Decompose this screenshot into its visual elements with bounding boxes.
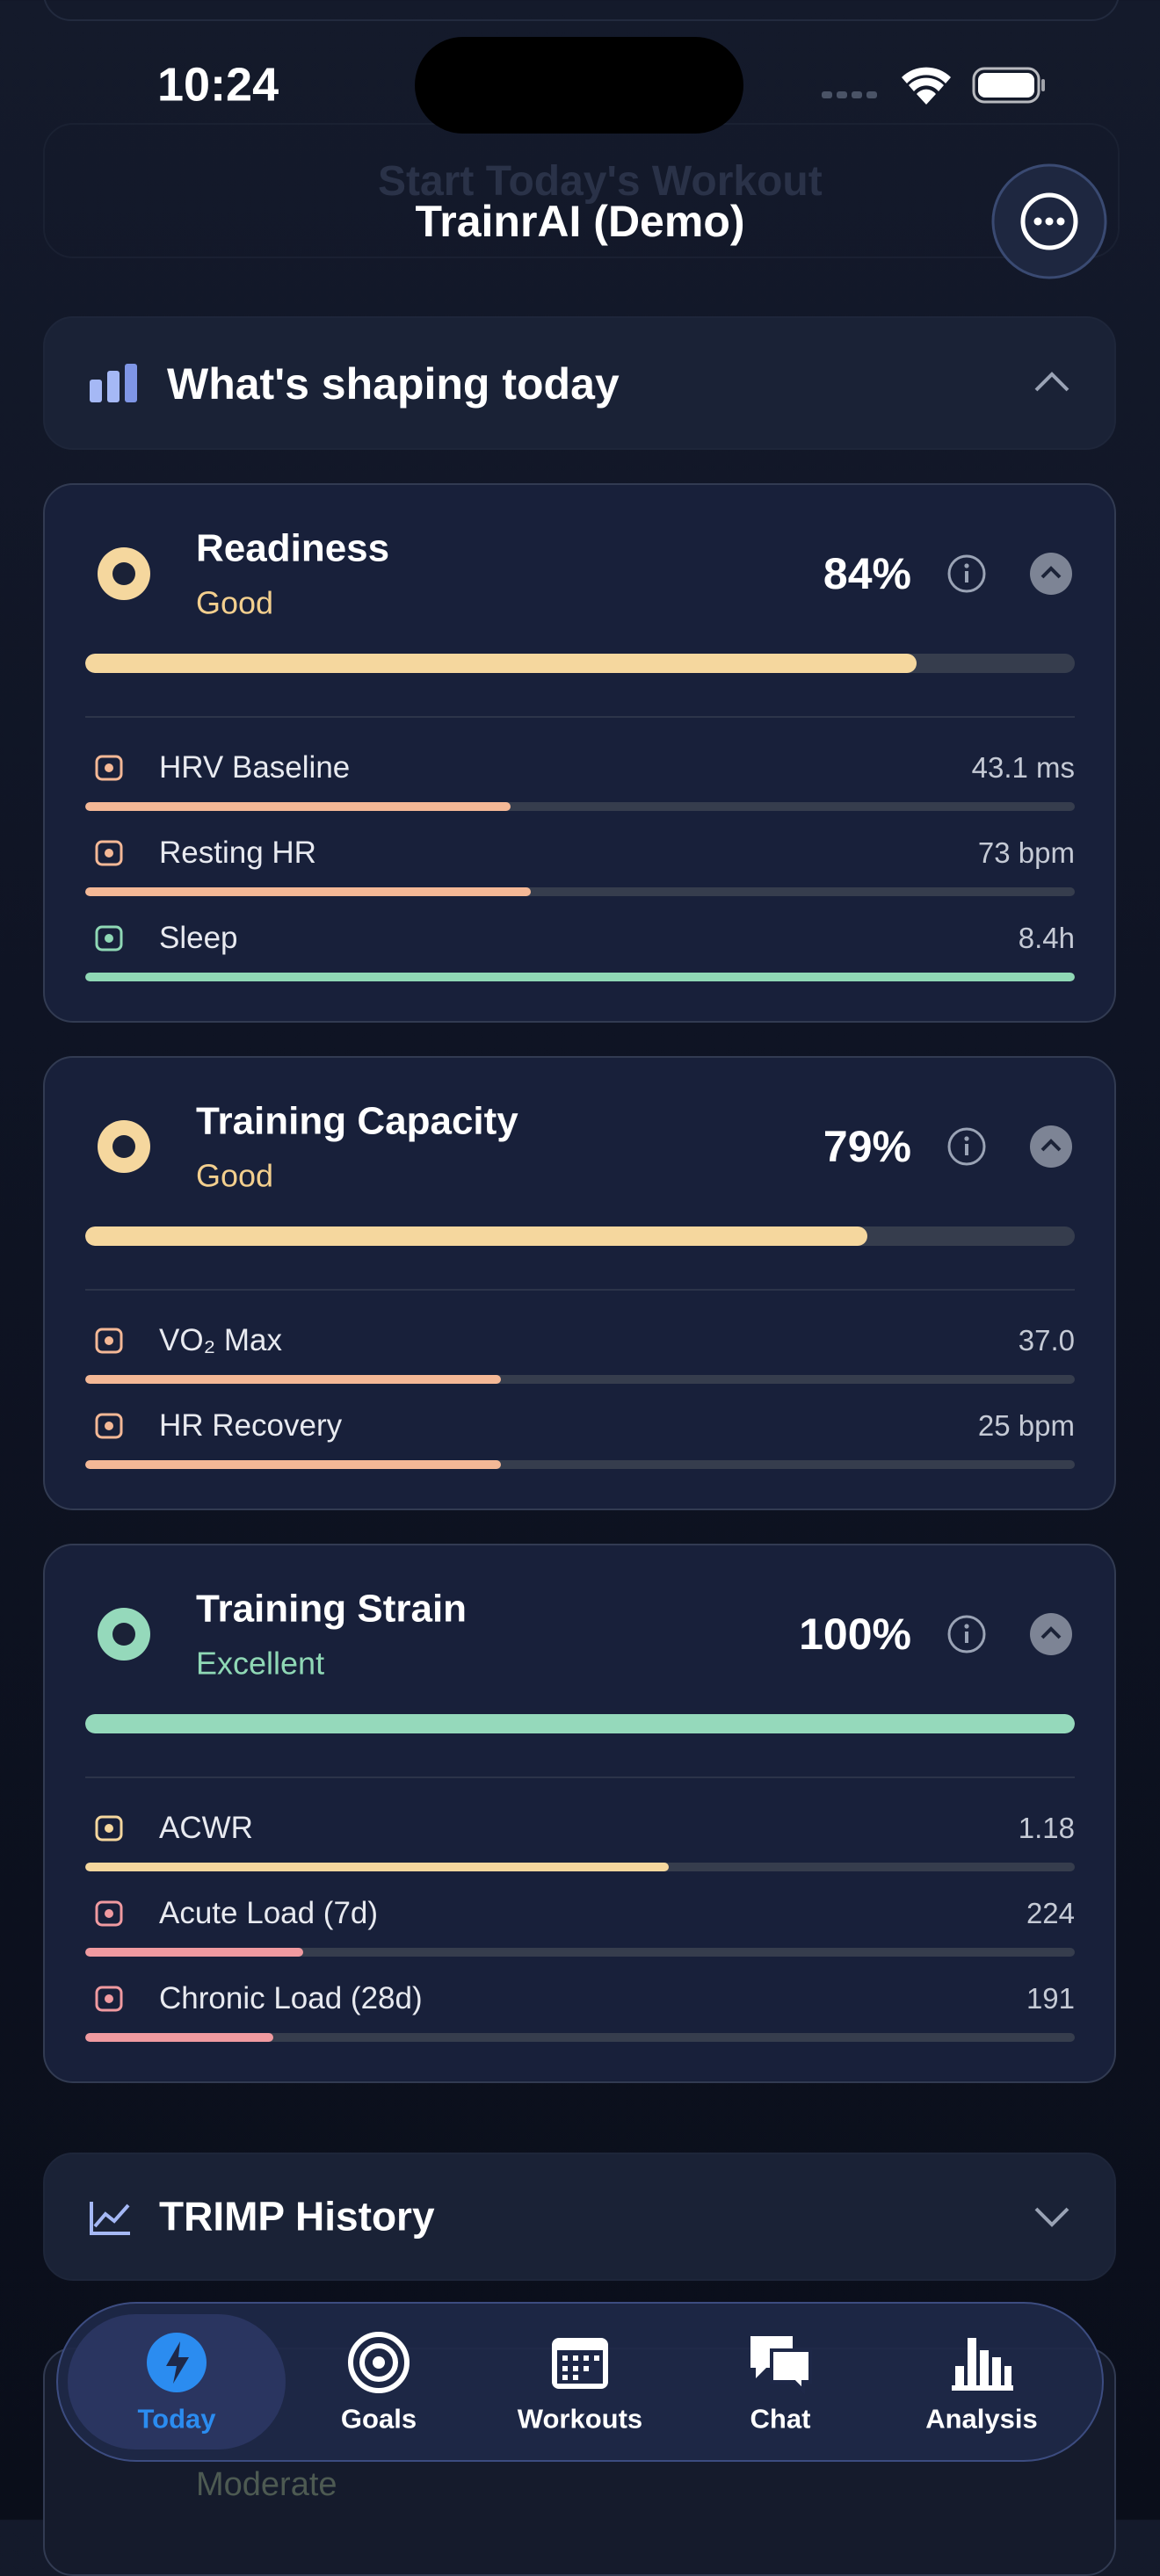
metric-icon xyxy=(95,1900,123,1927)
trimp-icon xyxy=(90,2202,130,2235)
tab-icon[interactable] xyxy=(950,2331,1013,2394)
metric-card xyxy=(43,1544,1116,2083)
section-title: What's shaping today xyxy=(167,359,620,409)
metric-label: VO₂ Max xyxy=(159,1323,282,1357)
card-title: Readiness xyxy=(196,526,390,570)
divider xyxy=(85,716,1075,718)
metric-bar xyxy=(85,887,531,896)
tab-icon[interactable] xyxy=(548,2331,612,2394)
tab-label[interactable]: Goals xyxy=(340,2403,417,2435)
menu-button[interactable] xyxy=(990,162,1109,281)
metric-icon xyxy=(95,1815,123,1842)
metric-track xyxy=(85,887,1075,896)
metric-card xyxy=(43,1056,1116,1510)
divider xyxy=(85,1289,1075,1291)
metric-card xyxy=(43,483,1116,1023)
metric-bar xyxy=(85,2033,273,2042)
background-status: Moderate xyxy=(196,2466,337,2504)
metric-value: 1.18 xyxy=(1018,1812,1075,1845)
card-title: Training Capacity xyxy=(196,1099,518,1143)
metric-icon xyxy=(95,925,123,952)
score-bar xyxy=(85,1226,867,1246)
metric-value: 191 xyxy=(1026,1982,1075,2015)
metric-track xyxy=(85,1948,1075,1957)
card-score: 84% xyxy=(823,549,911,598)
card-status: Good xyxy=(196,584,274,621)
collapse-button[interactable] xyxy=(1030,1125,1072,1168)
metric-icon xyxy=(95,840,123,866)
metric-bar xyxy=(85,802,511,811)
score-track xyxy=(85,1226,1075,1246)
metric-label: HR Recovery xyxy=(159,1408,343,1443)
trimp-title: TRIMP History xyxy=(159,2193,435,2240)
tab-icon[interactable] xyxy=(347,2331,410,2394)
metric-label: Resting HR xyxy=(159,836,316,870)
metric-track xyxy=(85,973,1075,981)
card-score: 100% xyxy=(799,1610,911,1659)
metric-value: 8.4h xyxy=(1018,922,1075,955)
metric-value: 25 bpm xyxy=(977,1409,1075,1443)
metric-value: 43.1 ms xyxy=(971,751,1075,785)
info-button[interactable] xyxy=(946,1126,987,1167)
tab-label[interactable]: Today xyxy=(137,2403,216,2435)
metric-track xyxy=(85,2033,1075,2042)
expand-chevron[interactable] xyxy=(1033,2203,1071,2230)
card-status: Excellent xyxy=(196,1645,325,1682)
metric-bar xyxy=(85,1460,501,1469)
metric-label: Sleep xyxy=(159,921,238,955)
metric-label: Acute Load (7d) xyxy=(159,1896,379,1930)
background-button-label: Start Today's Workout xyxy=(378,158,823,206)
metric-value: 73 bpm xyxy=(977,836,1075,870)
card-score: 79% xyxy=(823,1122,911,1171)
dynamic-island xyxy=(415,37,743,134)
collapse-chevron[interactable] xyxy=(1033,369,1071,395)
tab-label[interactable]: Chat xyxy=(750,2403,811,2435)
tab-label[interactable]: Workouts xyxy=(517,2403,643,2435)
tab-label[interactable]: Analysis xyxy=(925,2403,1038,2435)
metric-label: HRV Baseline xyxy=(159,750,351,785)
metric-bar xyxy=(85,1948,303,1957)
metric-value: 37.0 xyxy=(1018,1324,1075,1357)
card-icon xyxy=(98,547,150,600)
trimp-card[interactable] xyxy=(43,2153,1116,2281)
metric-bar xyxy=(85,1863,670,1871)
card-title: Training Strain xyxy=(196,1587,468,1631)
metric-track xyxy=(85,1460,1075,1469)
section-header[interactable] xyxy=(43,316,1116,450)
tab-icon[interactable] xyxy=(145,2331,208,2394)
metric-bar xyxy=(85,973,1075,981)
metric-track xyxy=(85,1863,1075,1871)
collapse-button[interactable] xyxy=(1030,553,1072,595)
card-icon xyxy=(98,1120,150,1173)
app-title: TrainrAI (Demo) xyxy=(415,197,745,246)
info-button[interactable] xyxy=(946,1614,987,1654)
metric-label: Chronic Load (28d) xyxy=(159,1981,423,2015)
score-track xyxy=(85,654,1075,673)
metric-bar xyxy=(85,1375,501,1384)
card-icon xyxy=(98,1608,150,1661)
section-icon xyxy=(90,364,137,402)
score-track xyxy=(85,1714,1075,1733)
status-time: 10:24 xyxy=(157,58,279,112)
background-card xyxy=(43,0,1120,21)
collapse-button[interactable] xyxy=(1030,1613,1072,1655)
card-status: Good xyxy=(196,1157,274,1194)
metric-track xyxy=(85,1375,1075,1384)
info-button[interactable] xyxy=(946,554,987,594)
metric-icon xyxy=(95,755,123,781)
metric-icon xyxy=(95,1328,123,1354)
metric-icon xyxy=(95,1986,123,2012)
status-icons xyxy=(822,67,1045,105)
score-bar xyxy=(85,654,917,673)
metric-track xyxy=(85,802,1075,811)
tab-icon[interactable] xyxy=(749,2331,812,2394)
metric-icon xyxy=(95,1413,123,1439)
divider xyxy=(85,1776,1075,1778)
metric-value: 224 xyxy=(1026,1897,1075,1930)
score-bar xyxy=(85,1714,1075,1733)
metric-label: ACWR xyxy=(159,1811,253,1845)
